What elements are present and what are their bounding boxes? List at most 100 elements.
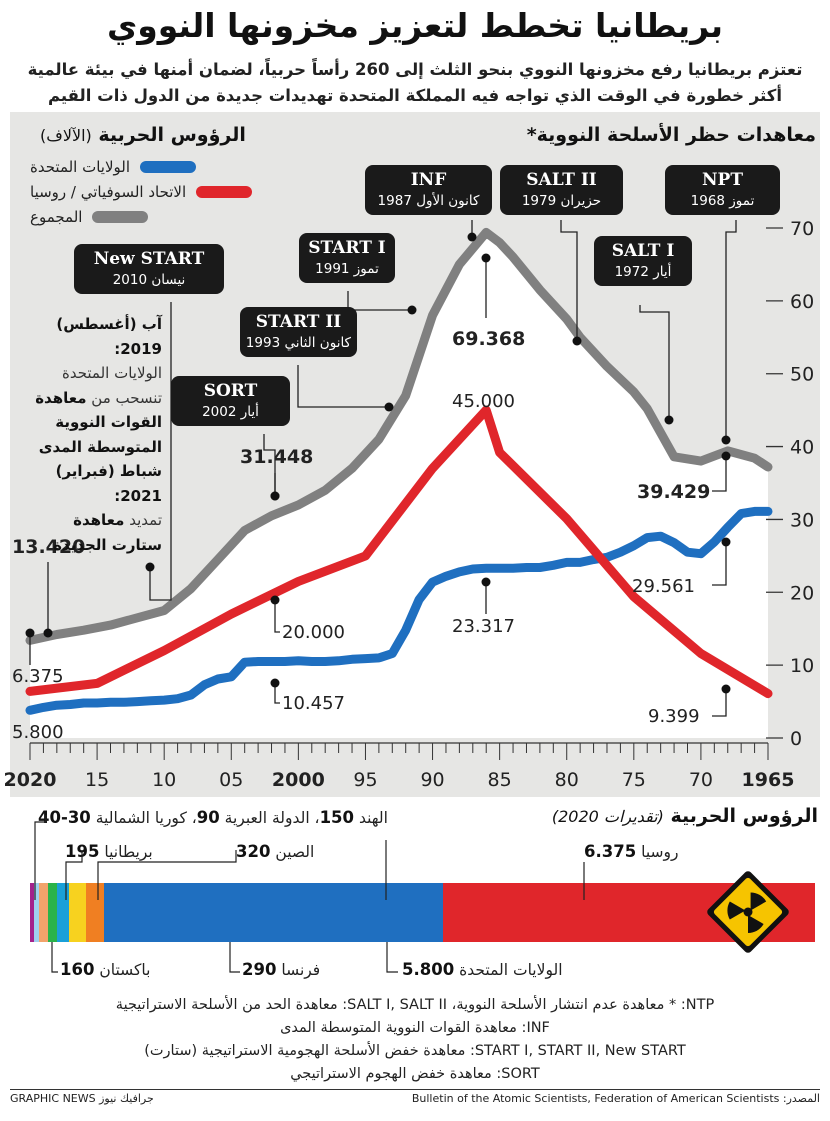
callout-salt-i: SALT I أيار 1972 xyxy=(594,236,692,286)
label-russia-group: روسيا 6.375 xyxy=(584,842,679,861)
stockpile-leaders xyxy=(34,815,789,973)
callout-sort: SORT أيار 2002 xyxy=(171,376,290,426)
callout-salt-i-date: أيار 1972 xyxy=(614,264,672,280)
data-label-leader-5 xyxy=(712,542,727,586)
callout-inf-name: INF xyxy=(410,170,447,190)
callout-salt-i-name: SALT I xyxy=(611,241,675,261)
leader-small xyxy=(34,815,47,900)
callout-leader-1 xyxy=(560,220,578,341)
x-tick-label-2010: 10 xyxy=(152,769,176,791)
series-line-2 xyxy=(25,227,773,645)
y-tick-label-40: 40 xyxy=(790,437,814,459)
value-us: 5.800 xyxy=(402,960,455,979)
side-note-treaty: معاهدة xyxy=(35,388,87,407)
side-note-inf-1: القوات النووية xyxy=(55,413,162,431)
radiation-icon xyxy=(707,871,789,953)
callout-dot-3 xyxy=(664,415,674,425)
side-note: آب (أغسطس) 2019: الولايات المتحدة تنسحب … xyxy=(12,312,162,557)
x-tick-label-1965: 1965 xyxy=(742,769,795,791)
leader-pakistan xyxy=(51,942,58,973)
data-label-11: 5.800 xyxy=(12,722,64,743)
subtitle-line-1: تعتزم بريطانيا رفع مخزونها النووي بنحو ا… xyxy=(27,60,803,79)
legend-item-total: المجموع xyxy=(30,208,149,226)
note-line-4: SORT: معاهدة خفض الهجوم الاستراتيجي xyxy=(290,1066,540,1082)
callout-leader-7 xyxy=(263,434,276,496)
data-label-0: 69.368 xyxy=(452,328,525,350)
callout-dot-2 xyxy=(467,232,477,242)
label-pakistan-group: باكستان 160 xyxy=(60,960,150,979)
callout-start-ii-name: START II xyxy=(255,312,342,332)
side-note-withdraws: تنسحب من xyxy=(91,388,162,407)
series-line-1 xyxy=(25,405,773,699)
x-tick-label-1980: 80 xyxy=(555,769,579,791)
series-line-0 xyxy=(25,506,773,715)
data-label-dot-7 xyxy=(270,595,280,605)
left-heading-text: الرؤوس الحربية xyxy=(98,124,246,146)
leader-uk xyxy=(65,850,83,900)
legend-label-us: الولايات المتحدة xyxy=(30,158,131,176)
callout-leader-3 xyxy=(639,305,670,420)
value-china: 320 xyxy=(236,842,271,861)
value-pakistan: 160 xyxy=(60,960,95,979)
side-note-inf-2: المتوسطة المدى xyxy=(38,437,162,456)
legend-swatch-us xyxy=(140,161,197,173)
data-label-10: 6.375 xyxy=(12,666,64,687)
x-tick-label-1985: 85 xyxy=(488,769,512,791)
value-france: 290 xyxy=(242,960,277,979)
callout-dot-7 xyxy=(270,491,280,501)
label-china-group: الصين 320 xyxy=(236,842,314,861)
callout-new-start: New START نيسان 2010 xyxy=(74,244,224,294)
stockpile-segment-6 xyxy=(39,883,49,942)
data-label-dot-8 xyxy=(270,678,280,688)
note-line-1: NTP: * معاهدة عدم انتشار الأسلحة النووية… xyxy=(115,997,715,1013)
callout-npt-name: NPT xyxy=(702,170,743,190)
label-pakistan: باكستان xyxy=(99,961,151,979)
data-label-6: 23.317 xyxy=(452,616,515,637)
callout-salt-ii-date: حزيران 1979 xyxy=(521,193,602,209)
callout-dot-4 xyxy=(407,305,417,315)
left-heading-unit: (الآلاف) xyxy=(40,126,92,145)
y-tick-label-60: 60 xyxy=(790,291,814,313)
label-uk: بريطانيا xyxy=(104,843,153,861)
data-label-5: 29.561 xyxy=(632,576,695,597)
x-tick-label-1970: 70 xyxy=(689,769,713,791)
label-china: الصين xyxy=(275,843,315,861)
stockpile-segment-2 xyxy=(85,883,105,942)
callout-dot-6 xyxy=(145,562,155,572)
data-label-9: 9.399 xyxy=(648,706,700,727)
data-label-4: 39.429 xyxy=(637,481,710,503)
legend-item-us: الولايات المتحدة xyxy=(30,158,197,176)
left-heading: الرؤوس الحربية (الآلاف) xyxy=(40,124,246,146)
callout-dot-0 xyxy=(721,435,731,445)
callout-sort-name: SORT xyxy=(203,381,258,401)
callout-leader-0 xyxy=(725,220,737,440)
note-line-2: INF: معاهدة القوات النووية المتوسطة المد… xyxy=(280,1020,550,1036)
data-label-dot-6 xyxy=(481,577,491,587)
data-label-dot-5 xyxy=(721,537,731,547)
y-tick-label-30: 30 xyxy=(790,509,814,531)
line-chart: 0 10 20 30 40 50 60 70 2020 15 10 05 2000 95 90 85 80 75 7… xyxy=(4,218,815,791)
value-india: 150 xyxy=(319,808,355,827)
note-line-3: START I, START II, New START: معاهدة خفض… xyxy=(144,1043,686,1059)
label-us: الولايات المتحدة xyxy=(459,961,563,979)
right-heading: معاهدات حظر الأسلحة النووية* xyxy=(526,124,816,146)
data-label-leader-9 xyxy=(712,689,727,717)
callout-new-start-date: نيسان 2010 xyxy=(112,272,186,288)
x-tick-label-1995: 95 xyxy=(353,769,377,791)
y-tick-label-10: 10 xyxy=(790,655,814,677)
legend-label-russia: الاتحاد السوفياتي / روسيا xyxy=(30,183,187,201)
label-france-group: فرنسا 290 xyxy=(242,960,320,979)
callout-new-start-name: New START xyxy=(93,249,205,269)
data-label-leader-4 xyxy=(712,456,727,492)
side-note-new-start: ستارت الجديدة xyxy=(53,535,162,554)
x-tick-label-1975: 75 xyxy=(622,769,646,791)
source-credit: المصدر: Bulletin of the Atomic Scientist… xyxy=(411,1092,820,1105)
callout-start-ii-date: كانون الثاني 1993 xyxy=(245,335,351,351)
stockpile-heading-note: (تقديرات 2020) xyxy=(551,807,664,826)
data-label-7: 20.000 xyxy=(282,622,345,643)
legend-item-russia: الاتحاد السوفياتي / روسيا xyxy=(30,183,253,201)
label-russia: روسيا xyxy=(641,843,679,861)
label-us-group: الولايات المتحدة 5.800 xyxy=(402,960,563,979)
y-tick-label-0: 0 xyxy=(790,728,802,750)
callout-start-ii: START II كانون الثاني 1993 xyxy=(240,307,357,357)
